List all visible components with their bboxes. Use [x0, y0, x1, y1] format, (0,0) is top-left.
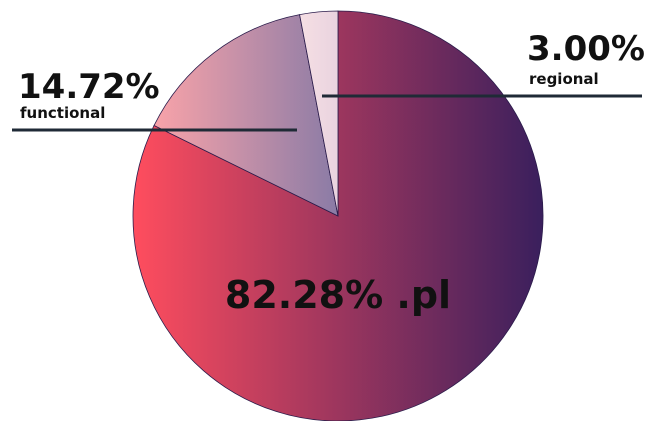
slice-category-label: functional [20, 104, 105, 122]
slice-value-label: 14.72% [18, 67, 160, 107]
slice-value-label: 3.00% [527, 29, 645, 69]
pie-slice [153, 14, 339, 217]
slice-category-label: regional [529, 70, 599, 88]
slice-label: 82.28% .pl [225, 273, 451, 317]
slice-value-label: 82.28% [225, 273, 383, 317]
pie-slice [299, 10, 339, 217]
slice-category-label: .pl [396, 273, 451, 317]
